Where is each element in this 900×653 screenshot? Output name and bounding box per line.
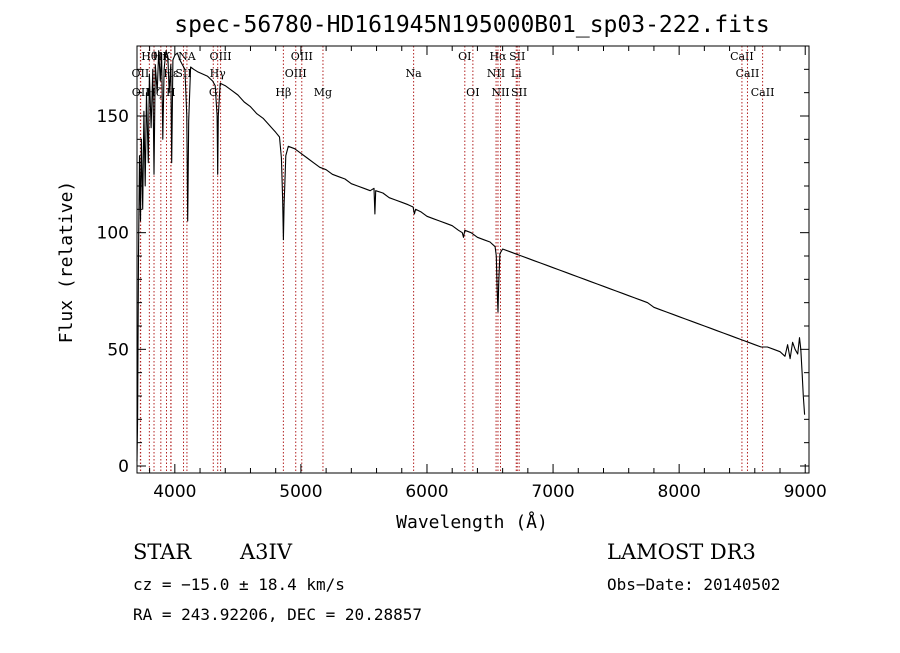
spectral-line-label: OI bbox=[466, 86, 479, 99]
obs-date: Obs−Date: 20140502 bbox=[607, 575, 780, 594]
spectrum-line bbox=[136, 50, 806, 462]
spectral-line-label: SII bbox=[509, 50, 525, 63]
x-tick-label: 4000 bbox=[153, 482, 196, 502]
x-tick-label: 7000 bbox=[531, 482, 574, 502]
spectral-line-label: Na bbox=[406, 67, 423, 80]
y-tick-label: 50 bbox=[107, 340, 129, 360]
plot-frame bbox=[136, 45, 810, 474]
spectral-line-label: OIII bbox=[285, 67, 307, 80]
ra-dec: RA = 243.92206, DEC = 20.28857 bbox=[133, 605, 422, 624]
spectral-line-label: CaII bbox=[736, 67, 760, 80]
survey-name: LAMOST DR3 bbox=[607, 540, 756, 564]
spectral-line-label: SII bbox=[511, 86, 527, 99]
subclass: A3IV bbox=[239, 540, 293, 564]
spectral-line-label: Hα bbox=[489, 50, 507, 63]
y-axis-label: Flux (relative) bbox=[56, 181, 77, 344]
y-tick-label: 150 bbox=[97, 107, 129, 127]
spectral-line-label: NA bbox=[178, 50, 197, 63]
spectral-line-label: OI bbox=[458, 50, 471, 63]
spectral-line-label: Hγ bbox=[210, 67, 227, 80]
spectral-line-label: Mg bbox=[314, 86, 332, 99]
x-tick-label: 6000 bbox=[405, 482, 448, 502]
spectral-line-label: CaII bbox=[751, 86, 775, 99]
chart-title: spec-56780-HD161945N195000B01_sp03-222.f… bbox=[174, 12, 769, 38]
x-tick-label: 5000 bbox=[279, 482, 322, 502]
spectral-line-label: G bbox=[209, 86, 218, 99]
redshift-text: cz = −15.0 ± 18.4 km/s bbox=[133, 575, 345, 594]
y-tick-label: 100 bbox=[97, 224, 129, 244]
spectral-line-label: Li bbox=[511, 67, 522, 80]
x-tick-label: 9000 bbox=[784, 482, 827, 502]
spectral-line-label: NII bbox=[487, 67, 505, 80]
spectral-line-label: Hβ bbox=[275, 86, 291, 99]
spectral-line-label: OII bbox=[132, 67, 150, 80]
x-axis-label: Wavelength (Å) bbox=[396, 511, 548, 533]
x-tick-label: 8000 bbox=[658, 482, 701, 502]
spectral-line-label: NII bbox=[491, 86, 509, 99]
axis-ticks bbox=[137, 45, 809, 473]
tick-labels: 4000 5000 6000 7000 8000 9000 0 50 100 150 bbox=[97, 107, 827, 502]
spectral-line-label: K bbox=[162, 50, 171, 63]
spectral-line-label: CaII bbox=[730, 50, 754, 63]
spectrum-series bbox=[136, 50, 806, 462]
spectral-line-label: SII bbox=[175, 67, 191, 80]
spectral-line-label: OIII bbox=[291, 50, 313, 63]
spectral-line-label: OIII bbox=[210, 50, 232, 63]
object-class: STAR bbox=[133, 540, 192, 564]
y-tick-label: 0 bbox=[118, 457, 129, 477]
